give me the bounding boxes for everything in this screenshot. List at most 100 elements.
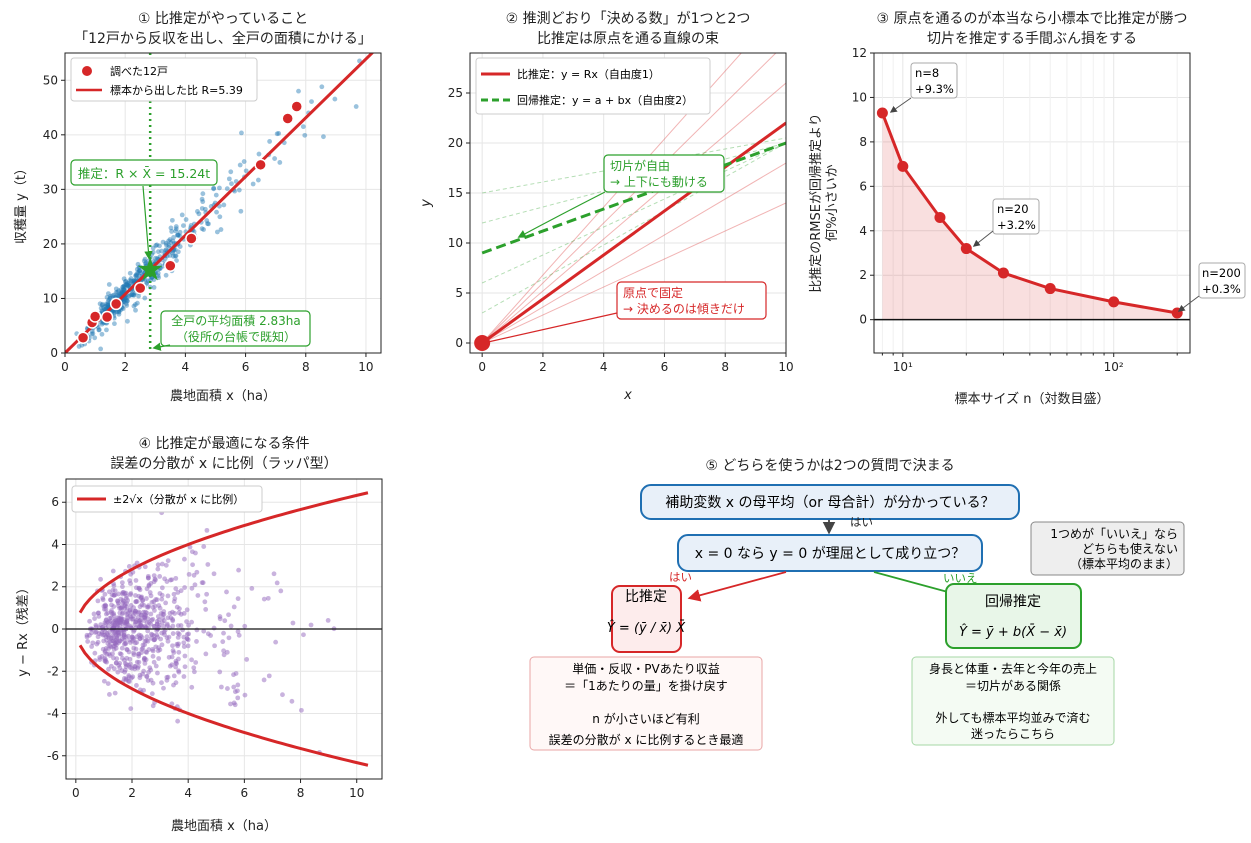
residual-point (199, 580, 205, 586)
tick-label-x: 4 (600, 360, 608, 374)
residual-point (193, 660, 199, 665)
residual-point (174, 604, 180, 610)
population-point (173, 228, 179, 234)
population-point (173, 224, 179, 229)
population-point (150, 249, 156, 255)
population-point (104, 302, 110, 308)
residual-point (111, 604, 117, 609)
population-point (277, 160, 283, 165)
tick-label-y: -4 (47, 707, 59, 721)
sample-point (254, 158, 267, 172)
residual-point (134, 634, 140, 640)
p2-callout-intercept-2: → 上下にも動ける (610, 175, 708, 189)
population-point (218, 227, 224, 232)
residual-point (157, 605, 163, 611)
residual-point (191, 669, 197, 675)
population-point (296, 88, 301, 94)
residual-point (170, 617, 175, 622)
residual-point (122, 620, 128, 626)
residual-point (235, 596, 241, 602)
residual-point (212, 643, 217, 649)
residual-point (193, 550, 198, 556)
p2-xlabel: x (623, 388, 632, 403)
population-point (205, 221, 210, 227)
population-point (171, 234, 176, 240)
residual-point (181, 640, 187, 646)
reg-box-formula: Ŷ = ȳ + b(X̄ − x̄) (959, 624, 1067, 640)
population-point (204, 218, 210, 223)
population-point (170, 238, 176, 244)
p2-legend-ratio: 比推定：y = Rx（自由度1） (517, 67, 660, 81)
residual-point (190, 562, 195, 568)
residual-point (144, 638, 149, 643)
residual-point (100, 597, 106, 603)
residual-point (145, 628, 151, 634)
residual-point (161, 685, 166, 691)
population-point (98, 346, 104, 352)
residual-point (189, 657, 194, 663)
residual-point (114, 620, 120, 626)
residual-point (155, 670, 160, 676)
p1-xlabel: 農地面積 x（ha） (170, 389, 276, 404)
residual-point (208, 633, 214, 638)
residual-point (101, 678, 107, 684)
population-point (144, 280, 150, 286)
population-point (163, 240, 169, 246)
residual-point (144, 596, 149, 601)
p1-estimate-callout: 推定：R × X̄ = 15.24t (70, 159, 218, 260)
ratio-bundle-line (481, 202, 786, 344)
panel-2-line-bundle: ② 推測どおり「決める数」が1つと2つ 比推定は原点を通る直線の束 0 2 4 6 8 1… (419, 11, 794, 403)
population-point (103, 301, 109, 307)
residual-point (122, 669, 128, 675)
population-point (122, 285, 128, 291)
regression-bundle-line (481, 142, 786, 314)
population-point (131, 277, 137, 283)
p3-area-fill (882, 113, 1178, 320)
residual-point (121, 641, 127, 647)
residual-point (172, 611, 178, 616)
residual-point (280, 692, 285, 698)
p2-callout-intercept-1: 切片が自由 (610, 158, 670, 173)
population-point (167, 237, 173, 242)
rmse-point (1108, 296, 1120, 308)
population-point (211, 185, 217, 191)
residual-point (170, 643, 175, 649)
population-point (267, 139, 273, 144)
population-point (100, 301, 105, 307)
population-point (199, 196, 205, 202)
p3-label-n200-b: +0.3% (1202, 282, 1241, 296)
population-point (151, 284, 157, 290)
residual-point (133, 646, 139, 652)
residual-point (148, 667, 154, 673)
p3-ylabel-1: 比推定のRMSEが回帰推定より (808, 113, 824, 292)
residual-point (220, 639, 226, 645)
residual-point (184, 619, 189, 624)
residual-point (201, 544, 207, 549)
population-point (221, 202, 227, 208)
residual-point (152, 603, 158, 609)
population-point (300, 124, 306, 130)
residual-point (203, 607, 209, 612)
tick-label-x: 6 (661, 360, 669, 374)
population-point (200, 191, 206, 197)
population-point (123, 279, 128, 285)
residual-point (211, 625, 217, 631)
residual-point (121, 599, 127, 604)
p5-title: ⑤ どちらを使うかは2つの質問で決まる (705, 457, 954, 474)
population-point (120, 306, 126, 312)
population-point (163, 247, 169, 253)
population-point (79, 342, 85, 348)
residual-point (113, 640, 119, 646)
residual-point (103, 621, 108, 627)
residual-point (144, 634, 150, 640)
residual-point (144, 650, 150, 655)
p3-ylabel-2: 何%小さいか (824, 164, 840, 241)
population-point (224, 186, 230, 192)
residual-point (228, 623, 234, 629)
population-point (113, 286, 119, 292)
p2-callout-origin-2: → 決めるのは傾きだけ (623, 302, 745, 316)
tick-label-y: 50 (43, 73, 58, 87)
p1-legend-ratio: 標本から出した比 R=5.39 (110, 83, 243, 97)
residual-point (133, 593, 138, 598)
residual-point (107, 653, 113, 658)
